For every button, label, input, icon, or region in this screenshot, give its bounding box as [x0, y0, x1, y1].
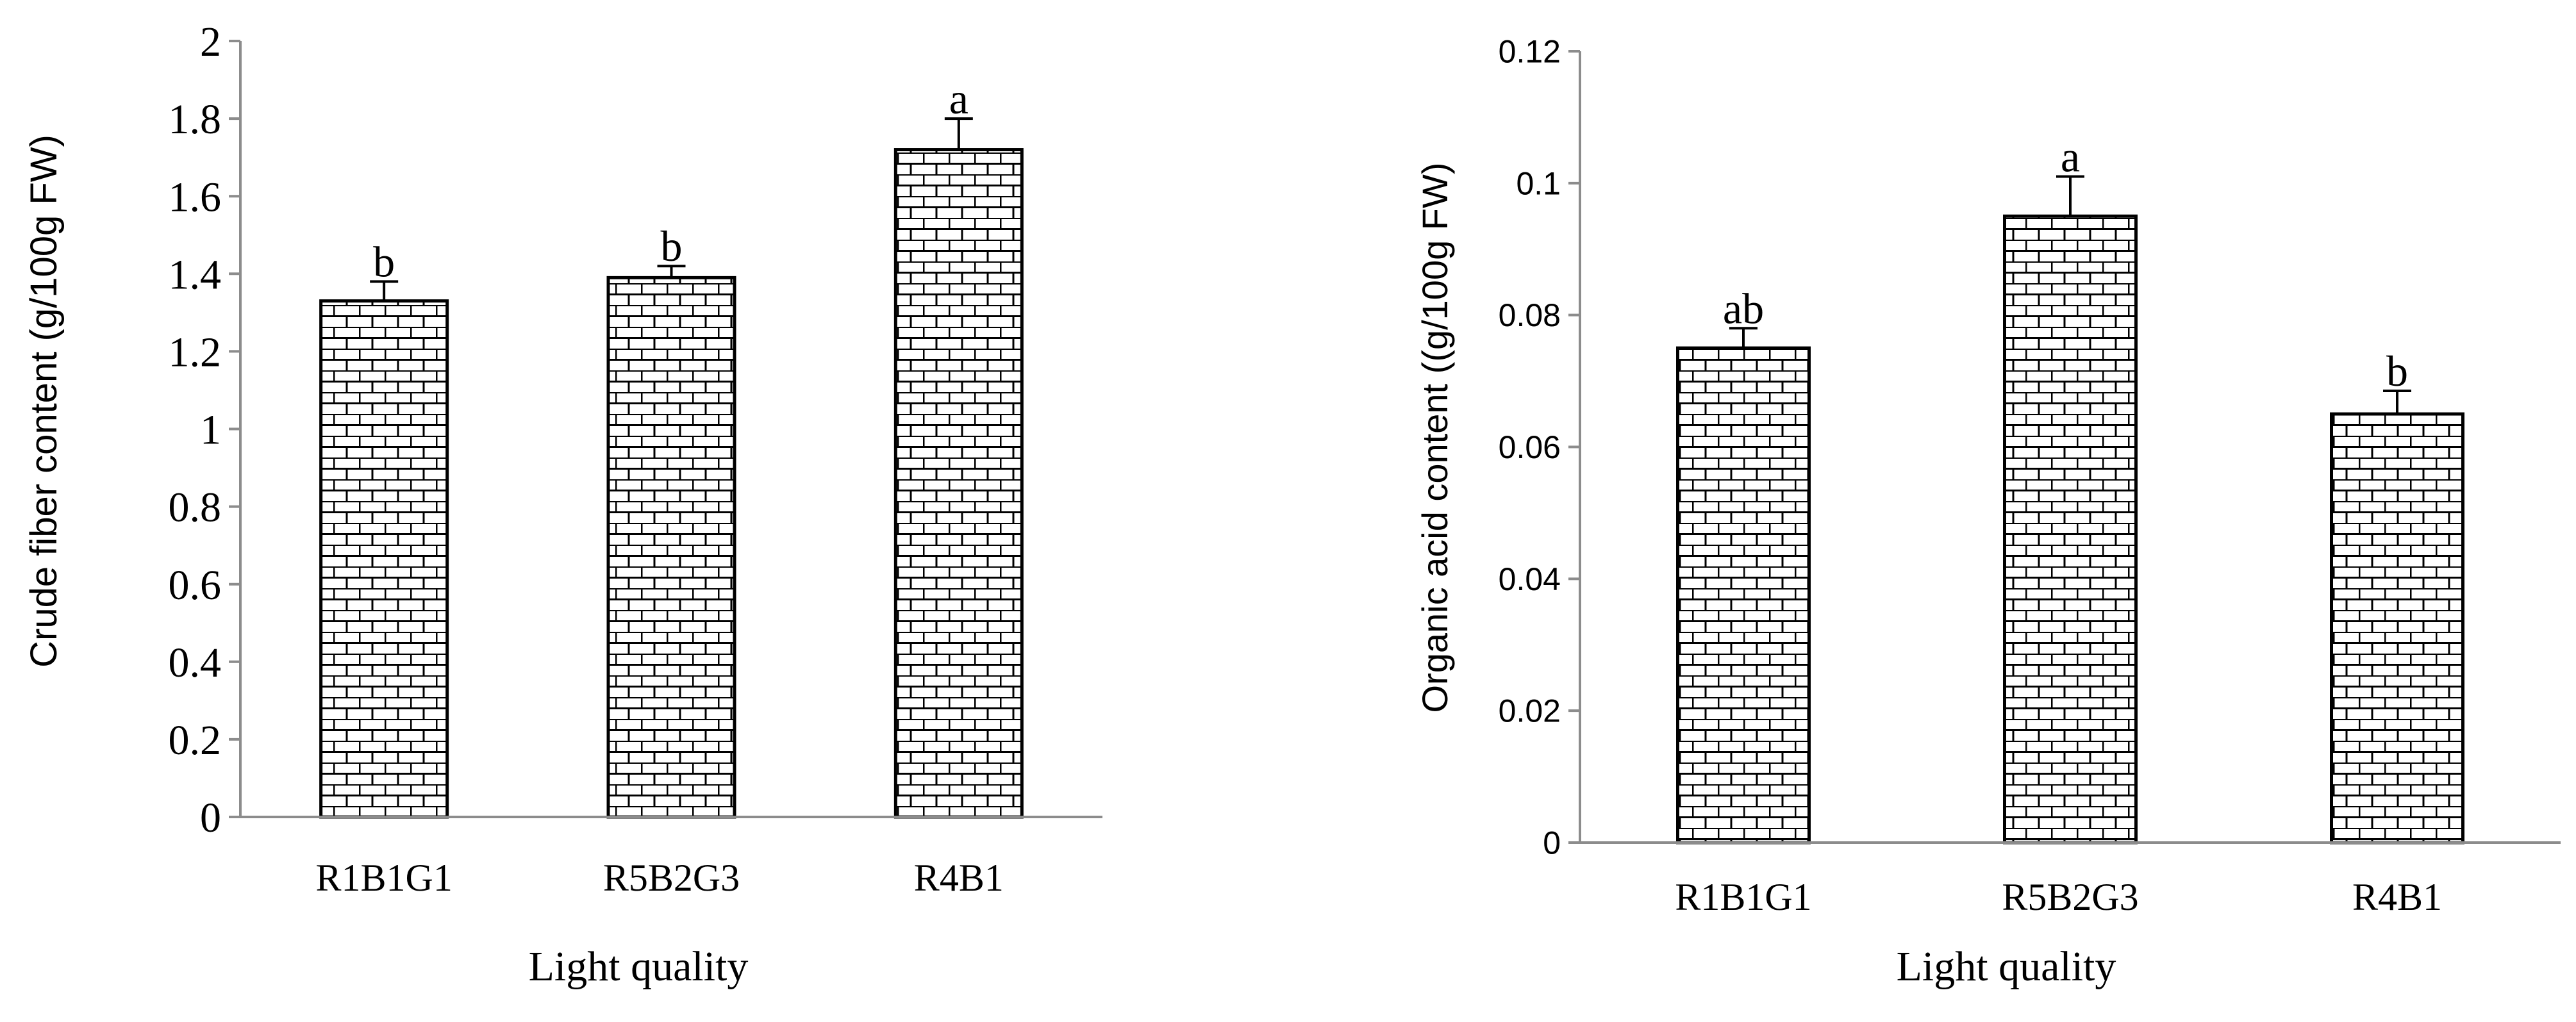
category-label: R4B1: [914, 857, 1004, 899]
y-tick-label: 0.02: [1499, 693, 1561, 729]
y-tick-label: 2: [200, 19, 221, 65]
y-tick-label: 0: [1543, 825, 1561, 861]
bar: [2330, 412, 2464, 845]
y-tick-label: 0.04: [1499, 561, 1561, 597]
x-axis-label: Light quality: [1897, 943, 2116, 990]
y-tick-label: 0.12: [1499, 34, 1561, 70]
y-tick-label: 1.4: [169, 251, 222, 298]
significance-label: b: [661, 222, 683, 270]
y-tick-label: 1.6: [169, 174, 222, 220]
y-tick-label: 0: [200, 795, 221, 841]
significance-label: a: [2061, 133, 2080, 181]
category-label: R5B2G3: [2002, 876, 2138, 918]
y-tick-label: 1.2: [169, 329, 222, 376]
category-label: R4B1: [2352, 876, 2442, 918]
chart-crude-fiber: Crude fiber content (g/100g FW) Light qu…: [23, 19, 1102, 990]
y-axis-label: Organic acid content ((g/100g FW): [1415, 162, 1455, 713]
bar: [606, 276, 736, 819]
y-axis-label: Crude fiber content (g/100g FW): [23, 135, 65, 668]
bar: [893, 148, 1024, 819]
x-axis-label: Light quality: [529, 943, 749, 990]
y-tick-label: 1.8: [169, 96, 222, 143]
y-tick-label: 0.2: [169, 717, 222, 764]
y-tick-label: 0.06: [1499, 429, 1561, 465]
category-label: R1B1G1: [315, 857, 452, 899]
chart-organic-acid: Organic acid content ((g/100g FW) Light …: [1415, 34, 2561, 990]
significance-label: a: [949, 74, 968, 123]
significance-label: b: [373, 237, 395, 286]
bar: [1676, 346, 1811, 845]
y-tick-label: 0.6: [169, 562, 222, 609]
y-tick-label: 0.8: [169, 484, 222, 531]
bar: [319, 299, 449, 819]
bar: [2003, 214, 2138, 845]
y-tick-label: 0.4: [169, 639, 222, 686]
significance-label: b: [2386, 347, 2408, 395]
y-tick-label: 0.1: [1516, 165, 1561, 201]
category-label: R5B2G3: [603, 857, 740, 899]
category-label: R1B1G1: [1675, 876, 1811, 918]
y-tick-label: 1: [200, 407, 221, 454]
significance-label: ab: [1723, 284, 1764, 333]
y-tick-label: 0.08: [1499, 297, 1561, 333]
